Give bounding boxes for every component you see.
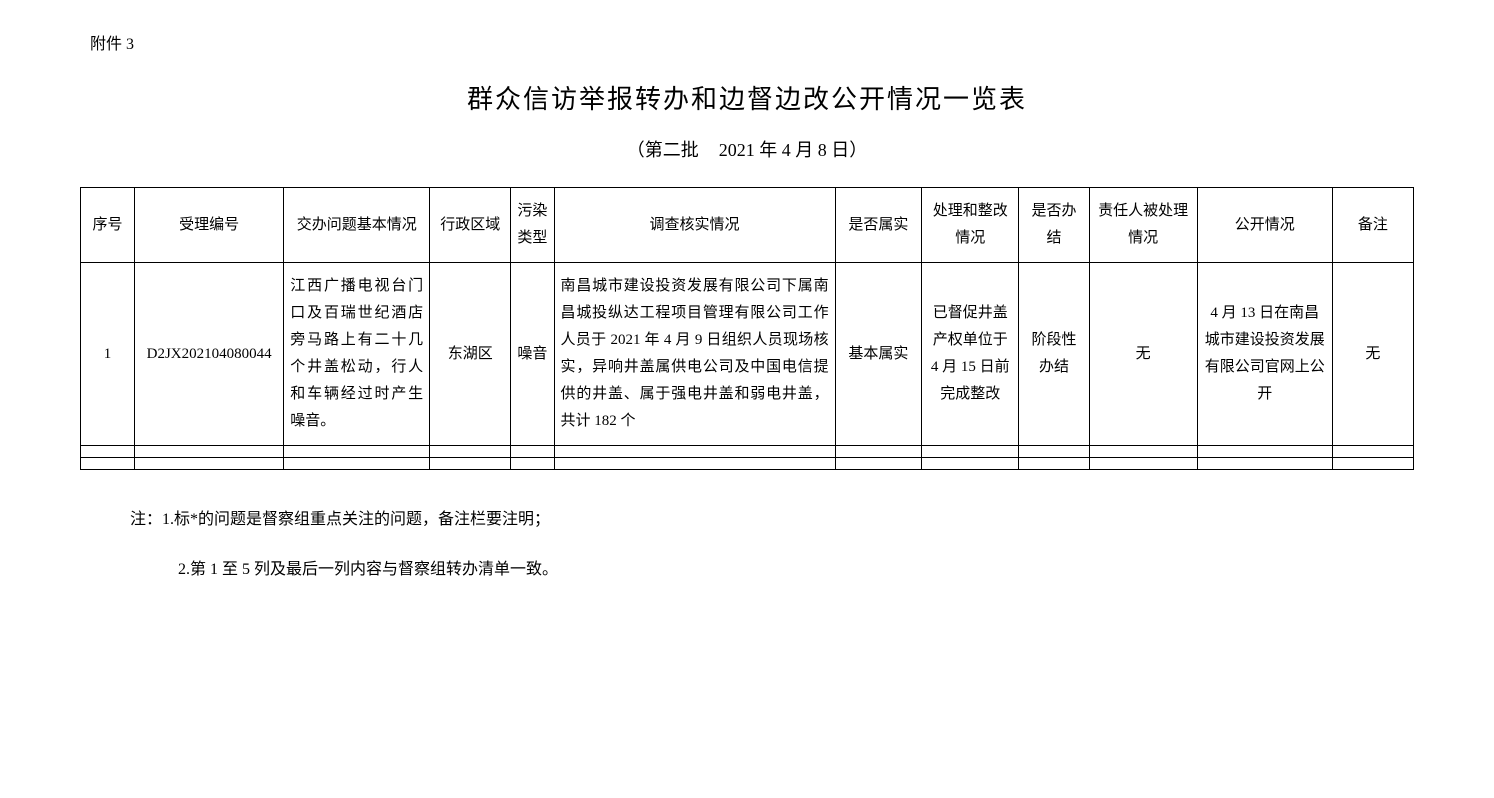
header-seq: 序号 (81, 188, 135, 263)
note-2: 2.第 1 至 5 列及最后一列内容与督察组转办清单一致。 (178, 550, 1414, 590)
table-row: 1 D2JX202104080044 江西广播电视台门口及百瑞世纪酒店旁马路上有… (81, 263, 1414, 446)
table-header-row: 序号 受理编号 交办问题基本情况 行政区域 污染类型 调查核实情况 是否属实 处… (81, 188, 1414, 263)
header-public: 公开情况 (1197, 188, 1332, 263)
header-remark: 备注 (1332, 188, 1413, 263)
table-empty-row (81, 446, 1414, 458)
cell-remark: 无 (1332, 263, 1413, 446)
note-1: 注：1.标*的问题是督察组重点关注的问题，备注栏要注明； (130, 500, 1414, 540)
cell-closed: 阶段性办结 (1019, 263, 1089, 446)
subtitle-batch: （第二批 (627, 140, 699, 160)
cell-id: D2JX202104080044 (135, 263, 284, 446)
header-id: 受理编号 (135, 188, 284, 263)
header-rectification: 处理和整改情况 (922, 188, 1019, 263)
attachment-label: 附件 3 (90, 30, 1414, 54)
cell-pollution: 噪音 (511, 263, 554, 446)
main-table: 序号 受理编号 交办问题基本情况 行政区域 污染类型 调查核实情况 是否属实 处… (80, 187, 1414, 470)
header-pollution: 污染类型 (511, 188, 554, 263)
cell-verified: 基本属实 (835, 263, 921, 446)
header-issue: 交办问题基本情况 (284, 188, 430, 263)
header-investigation: 调查核实情况 (554, 188, 835, 263)
cell-issue: 江西广播电视台门口及百瑞世纪酒店旁马路上有二十几个井盖松动，行人和车辆经过时产生… (284, 263, 430, 446)
header-responsibility: 责任人被处理情况 (1089, 188, 1197, 263)
subtitle-date: 2021 年 4 月 8 日） (719, 140, 868, 160)
header-district: 行政区域 (430, 188, 511, 263)
cell-investigation: 南昌城市建设投资发展有限公司下属南昌城投纵达工程项目管理有限公司工作人员于 20… (554, 263, 835, 446)
cell-seq: 1 (81, 263, 135, 446)
header-verified: 是否属实 (835, 188, 921, 263)
page-title: 群众信访举报转办和边督边改公开情况一览表 (80, 79, 1414, 116)
table-empty-row (81, 458, 1414, 470)
cell-responsibility: 无 (1089, 263, 1197, 446)
subtitle: （第二批 2021 年 4 月 8 日） (80, 136, 1414, 162)
cell-district: 东湖区 (430, 263, 511, 446)
cell-public: 4 月 13 日在南昌城市建设投资发展有限公司官网上公开 (1197, 263, 1332, 446)
header-closed: 是否办结 (1019, 188, 1089, 263)
cell-rectification: 已督促井盖产权单位于 4 月 15 日前完成整改 (922, 263, 1019, 446)
notes-section: 注：1.标*的问题是督察组重点关注的问题，备注栏要注明； 2.第 1 至 5 列… (130, 500, 1414, 590)
